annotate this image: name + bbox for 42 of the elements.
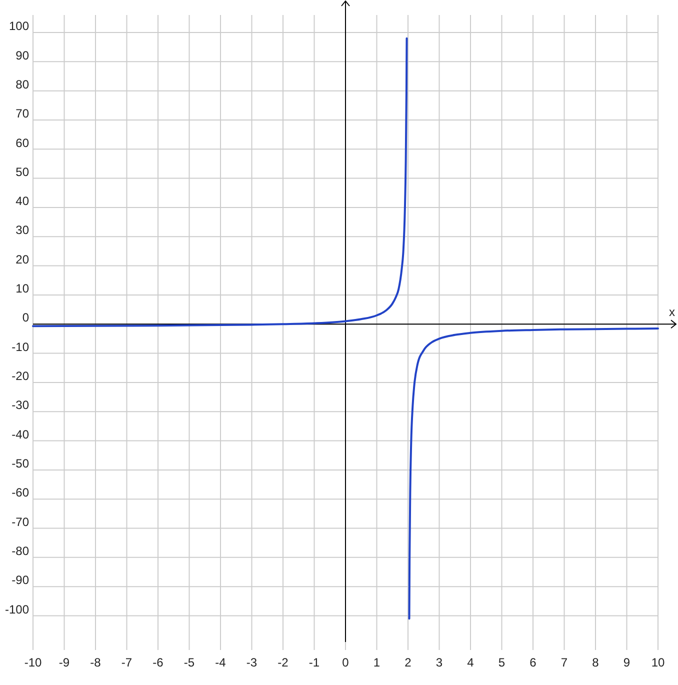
x-tick-label: 9 (623, 656, 630, 670)
x-tick-label: 7 (560, 656, 568, 670)
y-tick-label: 0 (22, 310, 30, 325)
x-tick-label: -8 (90, 656, 102, 670)
x-tick-label: 8 (592, 656, 600, 670)
y-tick-label: 20 (16, 252, 30, 266)
y-tick-label: 100 (8, 19, 30, 34)
x-tick-label: 3 (436, 656, 443, 670)
x-tick-label: 2 (404, 656, 412, 670)
y-tick-label: 50 (16, 164, 30, 179)
y-tick-label: 60 (16, 136, 30, 150)
y-tick-label: 90 (16, 48, 30, 62)
y-tick-label: -70 (12, 514, 30, 529)
y-tick-label: 80 (16, 77, 30, 92)
x-tick-label: -7 (121, 656, 132, 670)
x-tick-label: -3 (246, 656, 258, 670)
y-tick-label: 10 (16, 282, 30, 296)
x-tick-label: 10 (651, 656, 665, 670)
y-tick-label: -40 (12, 427, 30, 442)
y-tick-label: -30 (12, 398, 30, 412)
x-tick-label: -6 (152, 656, 164, 670)
x-tick-label: -2 (278, 656, 289, 670)
x-tick-label: 5 (498, 656, 506, 670)
x-tick-label: 1 (373, 656, 380, 670)
y-tick-label: 70 (16, 106, 30, 121)
y-tick-label: 30 (16, 223, 30, 238)
x-tick-label: -1 (308, 656, 320, 670)
y-tick-label: -80 (12, 544, 30, 558)
y-tick-label: -10 (12, 340, 30, 354)
y-tick-label: -20 (12, 369, 30, 384)
x-tick-label: 0 (342, 656, 350, 670)
x-tick-label: 4 (467, 656, 474, 670)
x-tick-label: 6 (530, 656, 537, 670)
x-tick-label: -4 (215, 656, 226, 670)
x-tick-label: -9 (58, 656, 70, 670)
y-tick-label: -90 (12, 573, 30, 588)
y-tick-label: -100 (4, 602, 30, 616)
x-axis-title: x (669, 305, 675, 320)
y-tick-label: -60 (12, 486, 30, 500)
y-tick-label: 40 (16, 194, 30, 208)
y-tick-label: -50 (12, 456, 30, 471)
x-tick-label: -5 (184, 656, 195, 670)
